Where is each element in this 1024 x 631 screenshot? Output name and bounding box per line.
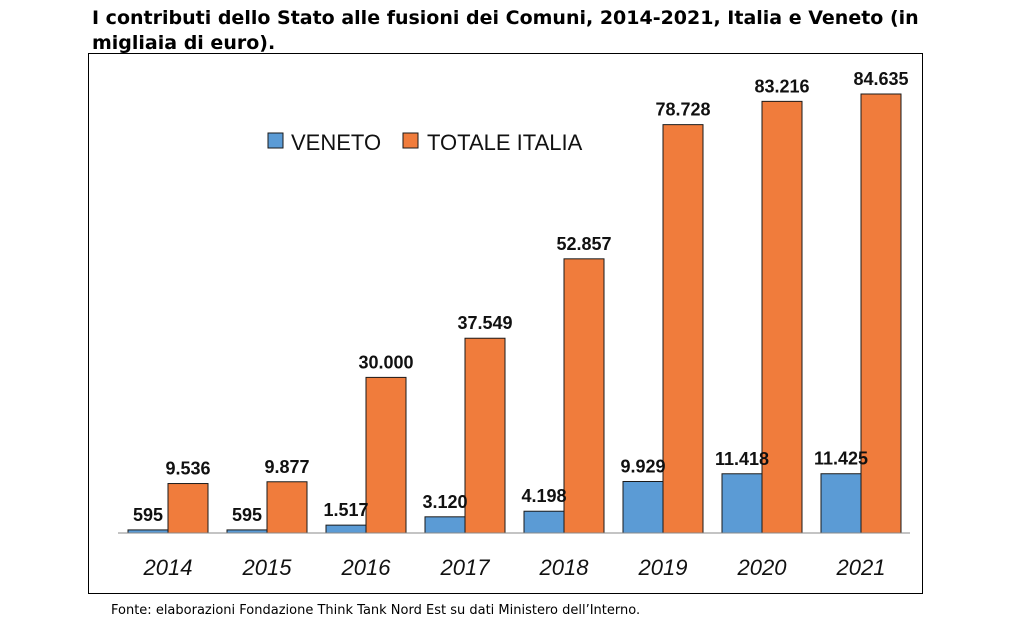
x-tick-2014: 2014 xyxy=(143,555,193,580)
data-label-italia-2021: 84.635 xyxy=(853,69,908,89)
data-label-veneto-2020: 11.418 xyxy=(715,449,769,469)
data-label-veneto-2015: 595 xyxy=(232,505,262,525)
data-label-veneto-2018: 4.198 xyxy=(521,486,566,506)
x-tick-2017: 2017 xyxy=(440,555,491,580)
legend-label-veneto: VENETO xyxy=(291,130,381,155)
bar-veneto-2021 xyxy=(820,473,862,534)
x-tick-2016: 2016 xyxy=(341,555,392,580)
data-label-veneto-2014: 595 xyxy=(133,505,163,525)
x-tick-2015: 2015 xyxy=(242,555,293,580)
legend-swatch-italia xyxy=(402,132,419,149)
bar-veneto-2020 xyxy=(721,473,763,534)
x-tick-2020: 2020 xyxy=(737,555,788,580)
chart-frame xyxy=(88,53,923,594)
bar-veneto-2017 xyxy=(424,516,466,534)
bar-veneto-2019 xyxy=(622,480,664,534)
data-label-italia-2020: 83.216 xyxy=(754,76,809,96)
legend-label-italia: TOTALE ITALIA xyxy=(427,130,583,155)
bar-italia-2019 xyxy=(662,124,704,534)
data-label-italia-2014: 9.536 xyxy=(165,459,210,479)
x-tick-2021: 2021 xyxy=(836,555,886,580)
data-label-veneto-2016: 1.517 xyxy=(323,500,368,520)
data-label-italia-2015: 9.877 xyxy=(264,457,309,477)
bar-italia-2020 xyxy=(761,100,803,534)
data-label-veneto-2021: 11.425 xyxy=(814,449,868,469)
data-label-italia-2016: 30.000 xyxy=(358,352,413,372)
bar-italia-2018 xyxy=(563,258,605,534)
bar-italia-2017 xyxy=(464,337,506,534)
data-label-italia-2018: 52.857 xyxy=(556,234,611,254)
bar-veneto-2016 xyxy=(325,524,367,534)
chart-title: I contributi dello Stato alle fusioni de… xyxy=(92,7,919,54)
bar-italia-2015 xyxy=(266,481,308,534)
source-note: Fonte: elaborazioni Fondazione Think Tan… xyxy=(111,603,641,618)
bar-italia-2014 xyxy=(167,483,209,534)
x-tick-2019: 2019 xyxy=(638,555,688,580)
x-tick-2018: 2018 xyxy=(539,555,590,580)
bar-italia-2016 xyxy=(365,376,407,534)
data-label-italia-2017: 37.549 xyxy=(457,313,512,333)
data-label-italia-2019: 78.728 xyxy=(655,100,710,120)
data-label-veneto-2019: 9.929 xyxy=(620,456,665,476)
bar-italia-2021 xyxy=(860,93,902,534)
data-label-veneto-2017: 3.120 xyxy=(422,492,467,512)
legend-swatch-veneto xyxy=(267,132,284,149)
bar-veneto-2018 xyxy=(523,510,565,534)
